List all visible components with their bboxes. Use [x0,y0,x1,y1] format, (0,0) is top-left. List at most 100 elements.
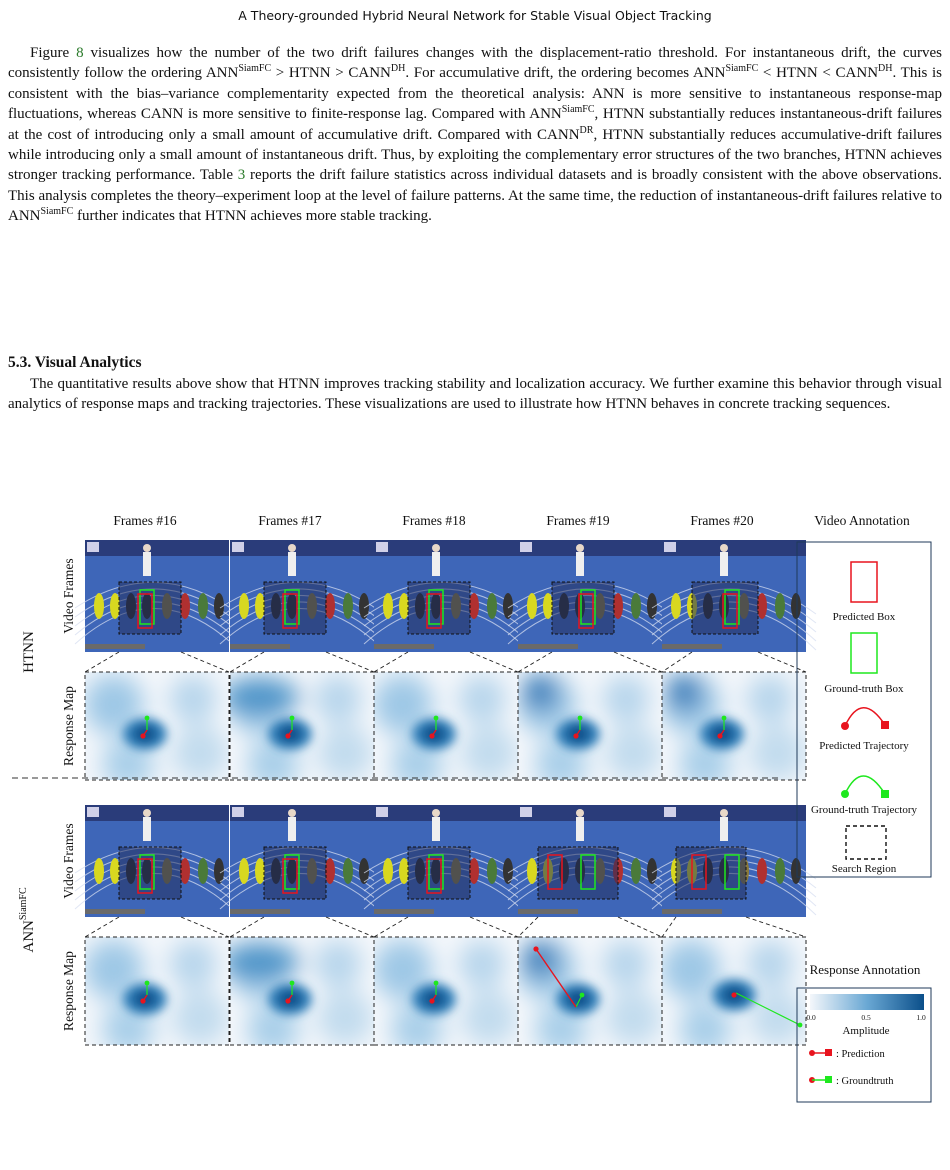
athlete [775,858,785,884]
response-map [84,671,230,781]
predicted-point [573,733,579,739]
athlete [94,858,104,884]
ground-truth-point [797,1022,803,1028]
response-blob [746,940,794,988]
athlete [527,858,537,884]
colorbar-tick: 0.5 [861,1013,871,1022]
superscript: DH [390,63,406,75]
ground-truth-point [577,715,583,721]
athlete [325,858,335,884]
zoom-line-right [613,651,663,673]
text-run: , HTNN substantially reduces accumulativ… [8,126,942,184]
stands [85,540,229,556]
response-blob [85,674,144,735]
ground-truth-point [144,980,150,986]
official-head [432,809,440,817]
athlete [527,593,537,619]
row-label: Video Frames [61,823,76,898]
predicted-box [137,858,153,894]
predicted-box [426,593,442,629]
colorbar-tick: 0.0 [806,1013,816,1022]
section-title: 5.3. Visual Analytics [8,354,142,371]
athlete [791,593,801,619]
map-blobs [374,939,518,1045]
video-frame [219,805,385,917]
reference-link[interactable]: 3 [237,167,246,184]
athlete [110,593,120,619]
map-blobs [662,939,806,1045]
predicted-point [285,998,291,1004]
response-blob [317,725,374,780]
response-map [661,936,807,1046]
zoom-line-left [84,651,120,673]
colorbar-tick: 1.0 [916,1013,926,1022]
video-frame [363,540,529,652]
ground-truth-box [139,854,155,890]
predicted-point [429,998,435,1004]
response-blob [314,675,362,723]
zoom-line-right [757,651,807,673]
scoreboard-strip [230,909,290,914]
predicted-point [717,733,723,739]
athlete [503,858,513,884]
zoom-line-left [517,651,553,673]
ground-truth-box [724,854,740,890]
response-blob [749,990,806,1045]
ground-truth-point [144,715,150,721]
response-blob [749,725,806,780]
official-body [720,817,728,841]
group-label: ANNSiamFC [18,887,37,953]
map-blob-layer [374,674,518,780]
zoom-connector [517,916,663,938]
response-blob [317,990,374,1045]
map-border [661,671,807,781]
group-label-text: HTNN [21,631,37,673]
response-blob [169,940,217,988]
stands [230,805,374,821]
map-blobs [85,939,229,1045]
paragraph-visual-analytics: The quantitative results above show that… [8,376,942,413]
groundtruth-square [825,1076,832,1083]
athlete [399,858,409,884]
banner [87,807,99,817]
athlete [255,593,265,619]
scoreboard-strip [518,909,578,914]
response-annotation-box [796,987,932,1103]
banner [520,542,532,552]
zoom-line-left [661,651,693,673]
athlete [613,593,623,619]
response-map [229,936,375,1046]
athlete [359,593,369,619]
ground-truth-point [579,992,585,998]
athlete [647,858,657,884]
banner [664,807,676,817]
athlete [469,858,479,884]
athlete [671,593,681,619]
response-blob [172,725,229,780]
athlete [503,593,513,619]
ground-truth-box [284,854,300,890]
map-blob-layer [85,674,229,780]
running-header: A Theory-grounded Hybrid Neural Network … [238,8,712,23]
response-map [229,671,375,781]
ground-truth-point [289,715,295,721]
predicted-trajectory [535,948,577,1008]
zoom-connector [517,651,663,673]
visual-analytics-figure: Frames #16 Frames #17 Frames #18 Frames #19… [12,513,932,1103]
response-blob [679,1002,732,1045]
athlete [214,858,224,884]
stands [518,805,662,821]
superscript: SiamFC [40,206,74,218]
zoom-connector [661,916,807,938]
athlete [255,858,265,884]
predicted-trajectory-swatch [844,707,886,727]
stands [230,540,374,556]
video-frame [363,805,529,917]
athlete [399,593,409,619]
paragraph-drift-analysis: Figure 8 visualizes how the number of th… [8,43,942,227]
map-blobs [230,939,374,1045]
reference-link[interactable]: 8 [76,45,84,61]
map-blobs [85,674,229,780]
response-blob [172,990,229,1045]
search-region [407,581,471,635]
